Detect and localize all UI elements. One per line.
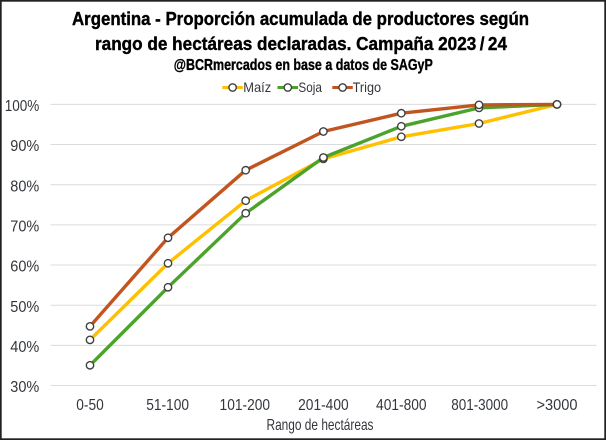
svg-text:Trigo: Trigo	[353, 79, 382, 95]
svg-text:40%: 40%	[10, 339, 39, 356]
svg-text:201-400: 201-400	[298, 397, 349, 414]
svg-text:60%: 60%	[10, 259, 39, 276]
svg-text:Argentina - Proporción acumula: Argentina - Proporción acumulada de prod…	[72, 8, 529, 29]
svg-text:90%: 90%	[10, 138, 39, 155]
svg-text:50%: 50%	[10, 299, 39, 316]
svg-text:80%: 80%	[10, 178, 39, 195]
svg-text:100%: 100%	[5, 98, 40, 115]
svg-text:101-200: 101-200	[220, 397, 271, 414]
svg-text:@BCRmercados en base a datos d: @BCRmercados en base a datos de SAGyP	[174, 57, 433, 74]
svg-text:70%: 70%	[10, 219, 39, 236]
svg-text:30%: 30%	[10, 379, 39, 396]
svg-text:0-50: 0-50	[76, 397, 104, 414]
svg-text:51-100: 51-100	[146, 397, 189, 414]
svg-text:Soja: Soja	[298, 79, 322, 95]
svg-text:Maíz: Maíz	[243, 79, 271, 95]
svg-text:801-3000: 801-3000	[451, 397, 508, 414]
svg-text:>3000: >3000	[537, 397, 578, 414]
svg-text:rango de hectáreas declaradas.: rango de hectáreas declaradas. Campaña 2…	[95, 33, 508, 54]
svg-text:401-800: 401-800	[376, 397, 427, 414]
svg-text:Rango de hectáreas: Rango de hectáreas	[267, 417, 374, 434]
